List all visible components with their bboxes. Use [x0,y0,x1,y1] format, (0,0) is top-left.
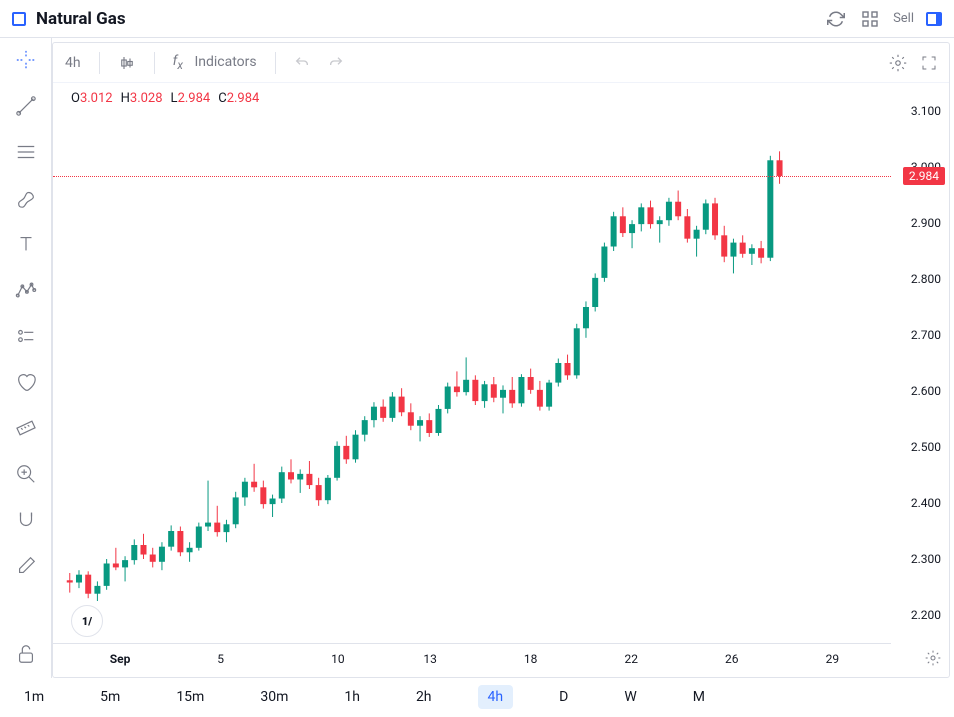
timeframe-15m[interactable]: 15m [166,685,214,709]
text-tool[interactable] [12,230,40,258]
chart-canvas[interactable] [53,83,891,643]
current-price-line [53,176,891,177]
header: Natural Gas Sell [0,0,954,38]
edit-tool[interactable] [12,552,40,580]
x-tick: 13 [423,652,437,666]
timeframe-1m[interactable]: 1m [14,685,54,709]
timeframe-W[interactable]: W [614,685,646,709]
fullscreen-icon[interactable] [921,54,937,72]
x-tick: 5 [217,652,224,666]
panel-toggle-icon[interactable] [926,12,942,26]
sell-button[interactable]: Sell [893,11,914,26]
redo-icon[interactable] [328,55,344,71]
x-tick: Sep [110,652,131,666]
chart-toolbar: 4h fx Indicators [53,43,949,83]
position-tool[interactable] [12,322,40,350]
x-tick: 29 [826,652,840,666]
timeframe-5m[interactable]: 5m [90,685,130,709]
y-tick: 2.200 [911,608,941,622]
timeframe-M[interactable]: M [683,685,715,709]
x-tick: 18 [524,652,538,666]
x-axis[interactable]: Sep 5 10 13 18 22 26 29 [53,643,891,677]
timeframe-bar: 1m 5m 15m 30m 1h 2h 4h D W M [0,678,954,716]
tradingview-logo[interactable]: 1/ [71,605,103,637]
y-tick: 3.100 [911,104,941,118]
indicators-button[interactable]: fx Indicators [173,53,257,72]
y-axis[interactable]: 2.200 2.300 2.400 2.500 2.600 2.700 2.800 2.900… [891,83,949,643]
brush-tool[interactable] [12,184,40,212]
ruler-tool[interactable] [12,414,40,442]
fib-tool[interactable] [12,138,40,166]
y-tick: 2.800 [911,272,941,286]
zoom-tool[interactable] [12,460,40,488]
lock-tool[interactable] [12,640,40,668]
timeframe-30m[interactable]: 30m [250,685,298,709]
magnet-tool[interactable] [12,506,40,534]
undo-icon[interactable] [294,55,310,71]
timeframe-1h[interactable]: 1h [334,685,370,709]
grid-icon[interactable] [859,8,881,30]
x-tick: 10 [331,652,345,666]
timeframe-D[interactable]: D [549,685,578,709]
timeframe-4h[interactable]: 4h [478,685,514,709]
refresh-icon[interactable] [825,8,847,30]
symbol-title: Natural Gas [36,9,126,29]
logo-icon [12,12,26,26]
pattern-tool[interactable] [12,276,40,304]
y-tick: 2.700 [911,328,941,342]
chart-panel: 4h fx Indicators O3.012 H3.028 L2.984 C2… [52,42,950,678]
y-tick: 2.900 [911,216,941,230]
drawing-toolbar [0,38,52,678]
x-tick: 22 [624,652,638,666]
crosshair-tool[interactable] [12,46,40,74]
settings-icon[interactable] [889,54,907,72]
y-tick: 2.500 [911,440,941,454]
y-tick: 2.600 [911,384,941,398]
y-tick: 2.300 [911,552,941,566]
ohlc-display: O3.012 H3.028 L2.984 C2.984 [71,91,259,106]
x-tick: 26 [725,652,739,666]
heart-icon[interactable] [12,368,40,396]
price-tag: 2.984 [903,167,945,185]
y-tick: 2.400 [911,496,941,510]
axis-settings-icon[interactable] [925,650,941,670]
timeframe-2h[interactable]: 2h [406,685,442,709]
trendline-tool[interactable] [12,92,40,120]
chart-style-icon[interactable] [118,54,136,72]
interval-selector[interactable]: 4h [65,55,81,71]
